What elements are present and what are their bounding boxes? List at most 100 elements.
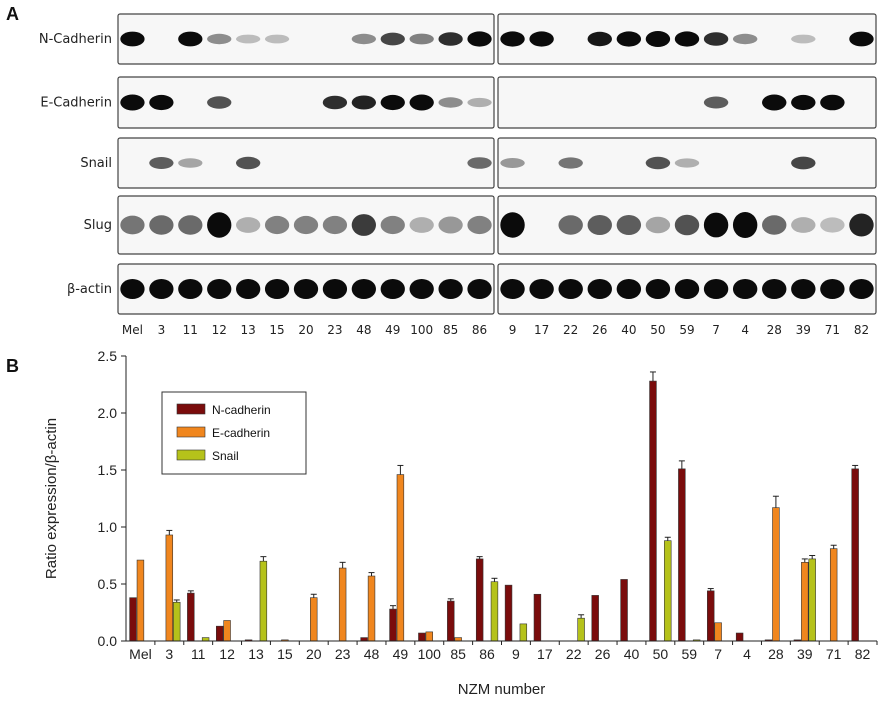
blot-band-slug-7 (703, 212, 729, 238)
blot-band-actin-mel (120, 279, 145, 299)
blot-band-slug-86 (467, 215, 492, 235)
blot-band-n-cadherin-mel (120, 31, 145, 47)
blot-band-e-cadherin-71 (820, 94, 845, 111)
blot-band-slug-48 (351, 214, 376, 236)
x-tick-label-17: 17 (537, 646, 553, 662)
bar-n-cadherin-59 (678, 468, 686, 642)
bar-n-cadherin-49 (389, 608, 397, 642)
y-axis: 0.0 0.5 1.0 1.5 2.0 2.5 (98, 348, 127, 649)
blot-band-slug-12 (207, 212, 232, 238)
blot-band-actin-82 (849, 279, 874, 299)
blot-band-slug-13 (236, 217, 261, 233)
x-tick-label-13: 13 (248, 646, 264, 662)
blot-frame-n-cadherin-left (117, 13, 495, 65)
x-tick-label-7: 7 (714, 646, 722, 662)
blot-band-snail-22 (558, 157, 583, 169)
blot-band-n-cadherin-17 (529, 31, 554, 47)
x-tick-label-mel: Mel (129, 646, 152, 662)
blot-frame-e-cadherin-right (497, 76, 877, 129)
blot-band-slug-15 (264, 215, 290, 235)
x-tick-label-9: 9 (512, 646, 520, 662)
blot-band-n-cadherin-59 (674, 31, 700, 47)
blot-row-label-n-cadherin: N-Cadherin (39, 32, 112, 47)
x-tick-label-100: 100 (418, 646, 442, 662)
bar-e-cadherin-48 (367, 575, 376, 642)
legend-label-snail: Snail (212, 449, 239, 463)
lane-label-59: 59 (679, 323, 694, 337)
blot-band-actin-3 (149, 279, 174, 299)
bar-e-cadherin-20 (310, 597, 318, 642)
lane-label-100: 100 (410, 323, 433, 337)
blot-band-slug-4 (732, 212, 758, 238)
blot-band-actin-23 (322, 279, 348, 299)
panel-a-letter: A (6, 4, 19, 24)
y-tick-label-0-5: 0.5 (98, 576, 118, 592)
lane-label-12: 12 (212, 323, 227, 337)
x-tick-label-26: 26 (595, 646, 611, 662)
blot-band-actin-9 (500, 279, 525, 299)
blot-band-snail-9 (500, 158, 525, 168)
blot-band-actin-22 (558, 279, 583, 299)
blot-band-slug-9 (500, 212, 525, 238)
y-tick-label-2-5: 2.5 (98, 348, 118, 364)
bar-e-cadherin-3 (165, 534, 174, 642)
blot-band-e-cadherin-7 (703, 96, 729, 109)
bar-snail-13 (259, 560, 268, 642)
blot-band-n-cadherin-12 (207, 33, 232, 45)
x-tick-label-85: 85 (450, 646, 466, 662)
bar-n-cadherin-mel (129, 597, 137, 642)
blot-band-slug-59 (674, 214, 700, 236)
x-tick-label-3: 3 (165, 646, 173, 662)
y-axis-title: Ratio expression/β-actin (43, 418, 60, 579)
lane-label-22: 22 (563, 323, 578, 337)
lane-label-13: 13 (241, 323, 256, 337)
bar-e-cadherin-71 (829, 548, 838, 642)
legend: N-cadherin E-cadherin Snail (161, 391, 307, 475)
legend-swatch-e-cadherin (176, 426, 206, 438)
blot-band-n-cadherin-26 (587, 31, 612, 47)
blot-band-actin-12 (207, 279, 232, 299)
x-tick-label-86: 86 (479, 646, 495, 662)
bar-n-cadherin-86 (475, 558, 484, 642)
bar-e-cadherin-49 (396, 474, 405, 642)
blot-band-actin-50 (645, 279, 671, 299)
bar-n-cadherin-9 (504, 584, 513, 642)
lane-label-86: 86 (472, 323, 487, 337)
blot-band-slug-20 (293, 215, 319, 235)
legend-label-n-cadherin: N-cadherin (212, 403, 271, 417)
x-tick-label-4: 4 (743, 646, 751, 662)
lane-label-4: 4 (741, 323, 749, 337)
bar-n-cadherin-7 (707, 590, 715, 642)
legend-label-e-cadherin: E-cadherin (212, 426, 270, 440)
blot-band-actin-71 (820, 279, 845, 299)
lane-label-71: 71 (825, 323, 840, 337)
blot-band-slug-49 (380, 215, 405, 235)
blot-band-slug-71 (820, 217, 845, 233)
x-tick-label-23: 23 (335, 646, 351, 662)
blot-band-n-cadherin-48 (351, 33, 376, 45)
blot-band-actin-28 (762, 279, 787, 299)
bar-e-cadherin-23 (338, 567, 347, 642)
lane-label-23: 23 (327, 323, 342, 337)
blot-row-label-actin: β-actin (67, 282, 112, 297)
bar-n-cadherin-100 (418, 632, 426, 642)
legend-swatch-snail (176, 449, 206, 461)
blot-band-actin-26 (587, 279, 612, 299)
lane-label-15: 15 (269, 323, 284, 337)
blot-band-snail-39 (791, 156, 816, 170)
blot-band-slug-39 (791, 217, 816, 233)
blot-band-e-cadherin-49 (380, 94, 405, 111)
bar-e-cadherin-100 (425, 631, 433, 642)
blot-band-snail-3 (149, 157, 174, 169)
blot-band-actin-4 (732, 279, 758, 299)
blot-band-actin-59 (674, 279, 700, 299)
bar-e-cadherin-7 (714, 622, 722, 642)
blot-band-e-cadherin-28 (762, 94, 787, 111)
y-tick-label-0-0: 0.0 (98, 633, 118, 649)
bar-n-cadherin-11 (187, 592, 195, 642)
blot-band-n-cadherin-15 (264, 34, 290, 44)
blot-band-slug-22 (558, 215, 583, 235)
x-axis-title: NZM number (458, 681, 546, 698)
bar-chart-panel: 0.00.51.01.52.02.5 Mel 3 11 12 13 15 20 23 48 49 1… (43, 348, 878, 698)
panel-b-letter: B (6, 356, 19, 376)
